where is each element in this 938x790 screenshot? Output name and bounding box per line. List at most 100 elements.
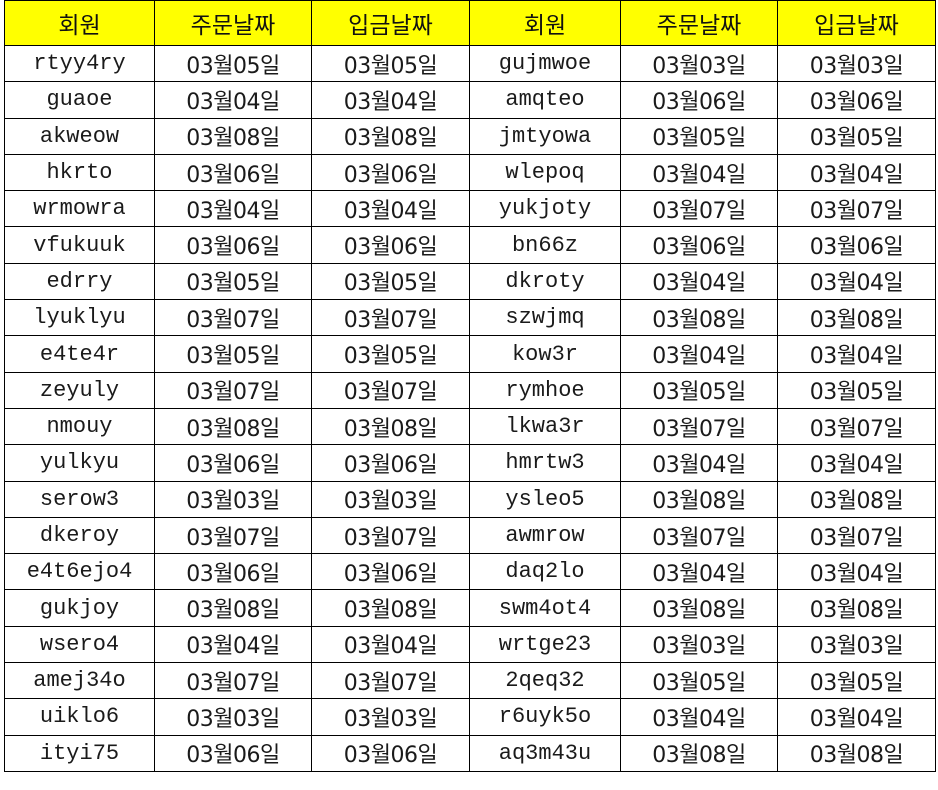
- payment-date-cell[interactable]: 03월03일: [777, 625, 936, 664]
- member-cell[interactable]: ysleo5: [469, 480, 621, 518]
- payment-date-cell[interactable]: 03월07일: [777, 516, 936, 555]
- member-cell[interactable]: awmrow: [469, 516, 621, 555]
- payment-date-cell[interactable]: 03월07일: [777, 190, 936, 228]
- order-date-cell[interactable]: 03월07일: [154, 299, 312, 337]
- order-date-cell[interactable]: 03월06일: [154, 153, 312, 192]
- header-cell-member[interactable]: 회원: [469, 0, 621, 46]
- payment-date-cell[interactable]: 03월07일: [311, 516, 470, 555]
- header-cell-order-date[interactable]: 주문날짜: [154, 0, 312, 46]
- payment-date-cell[interactable]: 03월03일: [311, 698, 470, 736]
- order-date-cell[interactable]: 03월05일: [154, 262, 312, 301]
- member-cell[interactable]: szwjmq: [469, 299, 621, 337]
- payment-date-cell[interactable]: 03월04일: [777, 153, 936, 192]
- header-cell-member[interactable]: 회원: [4, 0, 155, 46]
- order-date-cell[interactable]: 03월06일: [154, 226, 312, 264]
- payment-date-cell[interactable]: 03월05일: [311, 44, 470, 83]
- order-date-cell[interactable]: 03월06일: [620, 81, 778, 119]
- header-cell-order-date[interactable]: 주문날짜: [620, 0, 778, 46]
- member-cell[interactable]: wlepoq: [469, 153, 621, 192]
- order-date-cell[interactable]: 03월04일: [620, 153, 778, 192]
- member-cell[interactable]: dkroty: [469, 262, 621, 301]
- payment-date-cell[interactable]: 03월07일: [311, 299, 470, 337]
- order-date-cell[interactable]: 03월08일: [154, 117, 312, 155]
- payment-date-cell[interactable]: 03월08일: [311, 589, 470, 627]
- payment-date-cell[interactable]: 03월04일: [777, 444, 936, 482]
- payment-date-cell[interactable]: 03월08일: [777, 299, 936, 337]
- payment-date-cell[interactable]: 03월04일: [777, 262, 936, 301]
- payment-date-cell[interactable]: 03월06일: [777, 226, 936, 264]
- member-cell[interactable]: lkwa3r: [469, 407, 621, 446]
- order-date-cell[interactable]: 03월07일: [620, 190, 778, 228]
- order-date-cell[interactable]: 03월03일: [154, 698, 312, 736]
- member-cell[interactable]: ityi75: [4, 734, 155, 772]
- member-cell[interactable]: guaoe: [4, 81, 155, 119]
- member-cell[interactable]: amqteo: [469, 81, 621, 119]
- order-date-cell[interactable]: 03월04일: [154, 190, 312, 228]
- payment-date-cell[interactable]: 03월04일: [777, 335, 936, 373]
- payment-date-cell[interactable]: 03월03일: [777, 44, 936, 83]
- header-cell-payment-date[interactable]: 입금날짜: [311, 0, 470, 46]
- order-date-cell[interactable]: 03월04일: [620, 444, 778, 482]
- order-date-cell[interactable]: 03월07일: [154, 371, 312, 409]
- payment-date-cell[interactable]: 03월07일: [311, 371, 470, 409]
- payment-date-cell[interactable]: 03월08일: [777, 734, 936, 772]
- member-cell[interactable]: r6uyk5o: [469, 698, 621, 736]
- order-date-cell[interactable]: 03월06일: [620, 226, 778, 264]
- payment-date-cell[interactable]: 03월05일: [777, 371, 936, 409]
- payment-date-cell[interactable]: 03월06일: [311, 153, 470, 192]
- order-date-cell[interactable]: 03월05일: [620, 371, 778, 409]
- header-cell-payment-date[interactable]: 입금날짜: [777, 0, 936, 46]
- payment-date-cell[interactable]: 03월06일: [311, 734, 470, 772]
- order-date-cell[interactable]: 03월08일: [620, 589, 778, 627]
- member-cell[interactable]: kow3r: [469, 335, 621, 373]
- member-cell[interactable]: vfukuuk: [4, 226, 155, 264]
- member-cell[interactable]: yulkyu: [4, 444, 155, 482]
- payment-date-cell[interactable]: 03월07일: [311, 662, 470, 700]
- member-cell[interactable]: zeyuly: [4, 371, 155, 409]
- member-cell[interactable]: amej34o: [4, 662, 155, 700]
- payment-date-cell[interactable]: 03월04일: [311, 625, 470, 664]
- member-cell[interactable]: hmrtw3: [469, 444, 621, 482]
- payment-date-cell[interactable]: 03월08일: [311, 407, 470, 446]
- order-date-cell[interactable]: 03월07일: [154, 516, 312, 555]
- member-cell[interactable]: nmouy: [4, 407, 155, 446]
- order-date-cell[interactable]: 03월05일: [154, 335, 312, 373]
- order-date-cell[interactable]: 03월06일: [154, 553, 312, 591]
- member-cell[interactable]: rymhoe: [469, 371, 621, 409]
- order-date-cell[interactable]: 03월04일: [154, 81, 312, 119]
- payment-date-cell[interactable]: 03월04일: [311, 190, 470, 228]
- member-cell[interactable]: daq2lo: [469, 553, 621, 591]
- order-date-cell[interactable]: 03월04일: [154, 625, 312, 664]
- order-date-cell[interactable]: 03월04일: [620, 553, 778, 591]
- order-date-cell[interactable]: 03월04일: [620, 335, 778, 373]
- order-date-cell[interactable]: 03월08일: [154, 407, 312, 446]
- member-cell[interactable]: serow3: [4, 480, 155, 518]
- member-cell[interactable]: yukjoty: [469, 190, 621, 228]
- order-date-cell[interactable]: 03월07일: [620, 407, 778, 446]
- member-cell[interactable]: aq3m43u: [469, 734, 621, 772]
- order-date-cell[interactable]: 03월07일: [620, 516, 778, 555]
- member-cell[interactable]: wrtge23: [469, 625, 621, 664]
- payment-date-cell[interactable]: 03월06일: [311, 444, 470, 482]
- member-cell[interactable]: e4t6ejo4: [4, 553, 155, 591]
- payment-date-cell[interactable]: 03월04일: [777, 553, 936, 591]
- payment-date-cell[interactable]: 03월03일: [311, 480, 470, 518]
- payment-date-cell[interactable]: 03월05일: [311, 262, 470, 301]
- member-cell[interactable]: akweow: [4, 117, 155, 155]
- member-cell[interactable]: wrmowra: [4, 190, 155, 228]
- member-cell[interactable]: gukjoy: [4, 589, 155, 627]
- member-cell[interactable]: dkeroy: [4, 516, 155, 555]
- order-date-cell[interactable]: 03월05일: [154, 44, 312, 83]
- order-date-cell[interactable]: 03월08일: [620, 299, 778, 337]
- member-cell[interactable]: gujmwoe: [469, 44, 621, 83]
- member-cell[interactable]: lyuklyu: [4, 299, 155, 337]
- order-date-cell[interactable]: 03월08일: [620, 734, 778, 772]
- order-date-cell[interactable]: 03월04일: [620, 262, 778, 301]
- payment-date-cell[interactable]: 03월04일: [777, 698, 936, 736]
- payment-date-cell[interactable]: 03월04일: [311, 81, 470, 119]
- payment-date-cell[interactable]: 03월08일: [311, 117, 470, 155]
- member-cell[interactable]: hkrto: [4, 153, 155, 192]
- order-date-cell[interactable]: 03월06일: [154, 734, 312, 772]
- payment-date-cell[interactable]: 03월06일: [311, 226, 470, 264]
- order-date-cell[interactable]: 03월04일: [620, 698, 778, 736]
